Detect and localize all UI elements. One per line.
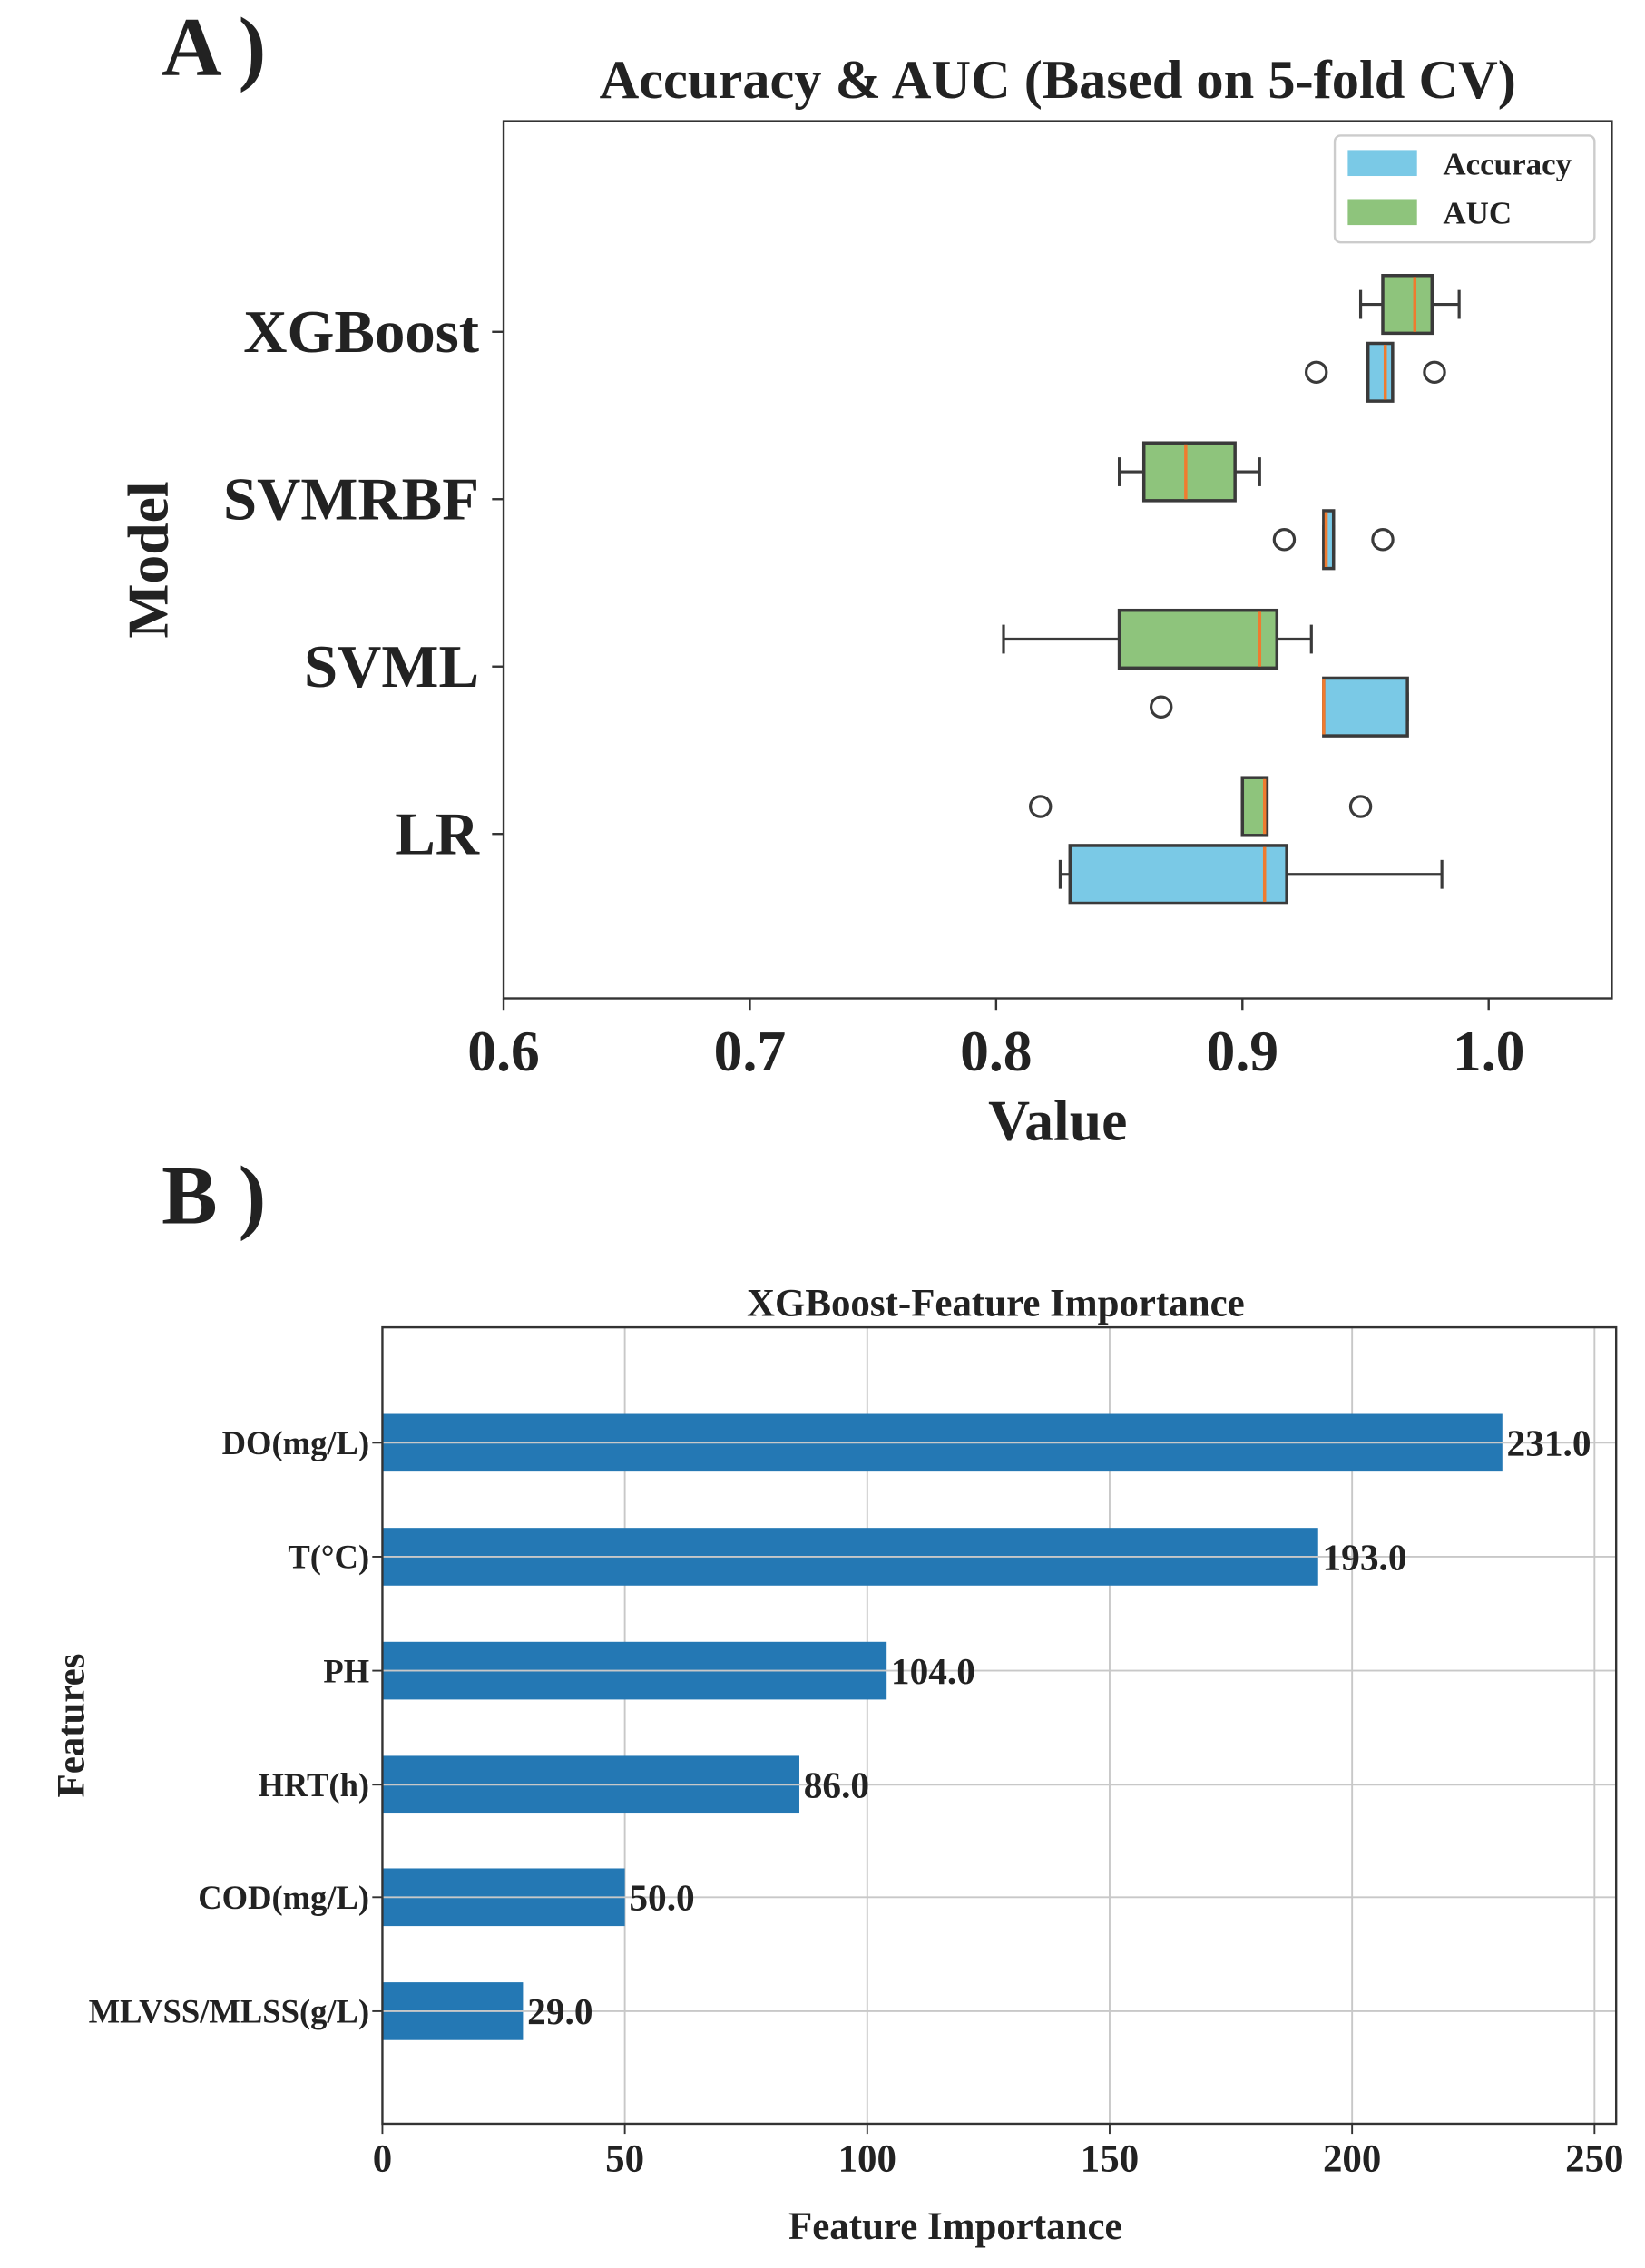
y-tick-label: SVML — [304, 633, 479, 700]
bar-value-label: 50.0 — [629, 1877, 694, 1919]
chart-b-plot-area — [381, 1325, 1618, 2126]
x-tick-label: 50 — [605, 2137, 644, 2180]
bar-value-label: 29.0 — [527, 1990, 592, 2032]
accuracy-outlier — [1423, 360, 1446, 385]
x-tick-label: 0.6 — [467, 1019, 540, 1083]
y-tick-label: T(°C) — [288, 1539, 369, 1576]
y-tick-label: SVMRBF — [223, 466, 479, 533]
y-tick-label: LR — [395, 800, 480, 867]
x-tick-label: 1.0 — [1453, 1019, 1525, 1083]
chart-a-title: Accuracy & AUC (Based on 5-fold CV) — [600, 50, 1516, 111]
y-tick-label: PH — [323, 1652, 369, 1689]
accuracy-box — [1366, 341, 1395, 403]
x-tick-label: 200 — [1323, 2137, 1381, 2180]
chart-b-title: XGBoost-Feature Importance — [747, 1282, 1245, 1325]
bar-value-label: 193.0 — [1323, 1536, 1407, 1578]
chart-a-xlabel: Value — [988, 1088, 1127, 1152]
y-tick-label: COD(mg/L) — [198, 1879, 369, 1916]
accuracy-outlier — [1371, 528, 1395, 552]
x-tick-label: 250 — [1565, 2137, 1623, 2180]
auc-box — [1240, 776, 1269, 837]
chart-a-plot-area — [502, 120, 1613, 1000]
bar-value-label: 86.0 — [804, 1765, 869, 1806]
y-tick-label: DO(mg/L) — [222, 1424, 369, 1461]
auc-outlier — [1029, 795, 1053, 818]
auc-box — [1117, 608, 1279, 670]
bar-value-label: 104.0 — [891, 1650, 975, 1692]
chart-b-xlabel: Feature Importance — [788, 2205, 1122, 2248]
legend-swatch-accuracy — [1347, 150, 1417, 177]
auc-outlier — [1348, 795, 1373, 818]
accuracy-outlier — [1304, 360, 1328, 385]
accuracy-box — [1068, 844, 1288, 905]
x-tick-label: 150 — [1081, 2137, 1139, 2180]
accuracy-box — [1322, 509, 1336, 571]
accuracy-outlier — [1272, 528, 1297, 552]
chart-a-legend: Accuracy AUC — [1333, 134, 1596, 244]
legend-label-accuracy: Accuracy — [1443, 146, 1572, 181]
legend-swatch-auc — [1347, 199, 1417, 226]
y-tick-label: MLVSS/MLSS(g/L) — [89, 1993, 370, 2030]
auc-box — [1141, 441, 1237, 503]
bar-value-label: 231.0 — [1507, 1422, 1591, 1464]
chart-a-ylabel: Model — [115, 481, 180, 638]
accuracy-box — [1322, 676, 1409, 738]
accuracy-outlier — [1149, 695, 1173, 719]
x-tick-label: 0.7 — [714, 1019, 787, 1083]
legend-label-auc: AUC — [1443, 196, 1512, 231]
panel-label-b: B ) — [162, 1149, 266, 1242]
panel-label-a: A ) — [162, 1, 266, 93]
x-tick-label: 0.9 — [1207, 1019, 1279, 1083]
chart-b-ylabel: Features — [50, 1654, 93, 1798]
x-tick-label: 0 — [373, 2137, 392, 2180]
y-tick-label: XGBoost — [243, 298, 479, 366]
x-tick-label: 0.8 — [960, 1019, 1033, 1083]
auc-box — [1381, 274, 1434, 336]
y-tick-label: HRT(h) — [258, 1766, 369, 1804]
x-tick-label: 100 — [838, 2137, 896, 2180]
